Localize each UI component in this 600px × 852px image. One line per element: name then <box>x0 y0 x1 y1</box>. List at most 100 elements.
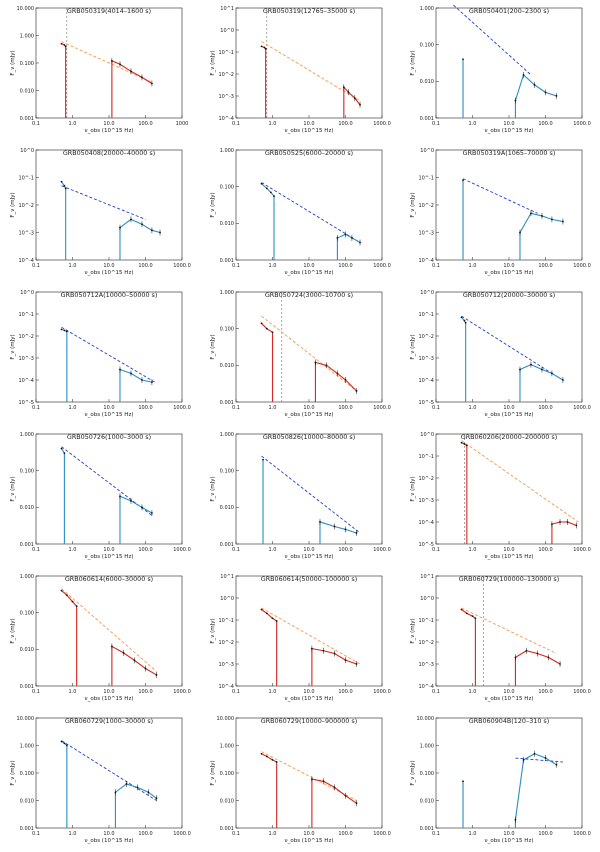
y-tick-label: 10^-4 <box>218 684 234 690</box>
plot-frame <box>35 433 183 545</box>
x-tick-label: 10.0 <box>503 689 514 695</box>
x-tick-label: 1000.0 <box>573 405 591 411</box>
y-tick-label: 10^0 <box>220 28 234 34</box>
x-axis-label: ν_obs (10^15 Hz) <box>285 554 334 560</box>
uvot-data-point <box>474 617 477 620</box>
x-tick-label: 0.1 <box>432 405 440 411</box>
y-tick-label: 10^0 <box>420 148 434 154</box>
xrt-data-point <box>359 103 361 106</box>
sed-plot: GRB050712(20000–30000 s) 0.1 1.0 10.0 100.0 1… <box>410 290 591 418</box>
x-axis-label: ν_obs (10^15 Hz) <box>485 128 534 134</box>
powerlaw-slope-line <box>261 182 361 243</box>
x-tick-label: 1.0 <box>469 689 477 695</box>
y-tick-label: 0.001 <box>220 400 234 406</box>
sed-panel: GRB050726(1000–3000 s) 0.1 1.0 10.0 100.0 100… <box>0 426 200 568</box>
xrt-data-point <box>514 99 517 102</box>
xrt-data-point <box>533 752 536 755</box>
powerlaw-slope-line <box>61 185 146 220</box>
x-axis-label: ν_obs (10^15 Hz) <box>485 554 534 560</box>
uvot-data-point <box>64 187 67 190</box>
x-tick-label: 1000.0 <box>573 263 591 269</box>
panel-title: GRB060614(6000–30000 s) <box>65 575 153 583</box>
y-tick-label: 10^-2 <box>18 334 34 340</box>
x-axis-label: ν_obs (10^15 Hz) <box>85 554 134 560</box>
x-tick-label: 0.1 <box>32 405 40 411</box>
powerlaw-slope-line <box>261 751 357 801</box>
x-tick-label: 1000.0 <box>373 405 391 411</box>
uvot-model-curve <box>461 442 468 544</box>
x-tick-label: 100.0 <box>138 689 152 695</box>
x-tick-label: 1000.0 <box>173 831 191 837</box>
x-tick-label: 10.0 <box>303 831 314 837</box>
sed-panel: GRB050319(4014–1600 s) 0.1 1.0 10.0 100.0 100… <box>0 0 200 142</box>
xrt-data-point <box>310 778 313 781</box>
y-tick-label: 0.010 <box>20 647 34 653</box>
panel-title: GRB060729(1000–30000 s) <box>65 717 153 725</box>
x-tick-label: 100.0 <box>338 689 352 695</box>
x-tick-label: 1.0 <box>469 263 477 269</box>
xrt-data-point <box>119 63 121 66</box>
y-axis-label: F_ν (mJy) <box>210 476 216 501</box>
panel-title: GRB050726(1000–3000 s) <box>67 433 151 441</box>
y-tick-label: 10^-4 <box>418 378 434 384</box>
xrt-data-point <box>333 652 336 655</box>
x-tick-label: 1.0 <box>269 831 277 837</box>
xrt-data-point <box>551 218 553 221</box>
uvot-data-point <box>63 44 66 46</box>
xrt-data-point <box>110 645 113 648</box>
uvot-data-point <box>463 443 466 445</box>
x-tick-label: 0.1 <box>432 831 440 837</box>
uvot-data-point <box>260 322 263 325</box>
powerlaw-slope-line <box>261 41 361 102</box>
y-tick-label: 10^-2 <box>418 640 434 646</box>
x-tick-label: 1000.0 <box>173 263 191 269</box>
uvot-data-point <box>273 195 275 198</box>
xrt-data-point <box>544 91 547 94</box>
plot-frame <box>35 575 183 687</box>
xrt-model-curve <box>114 783 157 828</box>
x-tick-label: 1000.0 <box>573 547 591 553</box>
powerlaw-slope-line <box>461 315 553 374</box>
sed-panel: GRB060614(6000–30000 s) 0.1 1.0 10.0 100.0 10… <box>0 568 200 710</box>
x-tick-label: 1000.0 <box>373 263 391 269</box>
x-tick-label: 1000.0 <box>373 121 391 127</box>
x-tick-label: 10.0 <box>503 547 514 553</box>
xrt-data-point <box>522 73 525 76</box>
uvot-model-curve <box>61 448 65 544</box>
powerlaw-slope-line <box>61 740 157 801</box>
y-tick-label: 0.010 <box>220 798 234 804</box>
uvot-model-curve <box>261 45 267 118</box>
x-tick-label: 10.0 <box>503 405 514 411</box>
y-tick-label: 10^-1 <box>418 454 434 460</box>
xrt-data-point <box>551 523 553 526</box>
y-tick-label: 10^-5 <box>18 400 34 406</box>
plot-frame <box>235 7 383 119</box>
y-tick-label: 10^-5 <box>418 400 434 406</box>
y-tick-label: 0.010 <box>420 79 434 85</box>
y-tick-label: 10.000 <box>17 716 35 722</box>
xrt-data-point <box>322 780 325 783</box>
y-axis-label: F_ν (mJy) <box>210 760 216 785</box>
y-tick-label: 10.000 <box>17 6 35 12</box>
y-tick-label: 10^-2 <box>418 476 434 482</box>
x-tick-label: 1000.0 <box>373 831 391 837</box>
xrt-data-point <box>114 791 117 794</box>
sed-plot: GRB050319(4014–1600 s) 0.1 1.0 10.0 100.0 100… <box>10 6 188 134</box>
xrt-data-point <box>322 649 325 652</box>
plot-frame <box>235 291 383 403</box>
x-axis-label: ν_obs (10^15 Hz) <box>485 270 534 276</box>
y-tick-label: 0.100 <box>20 771 34 777</box>
y-tick-label: 1.000 <box>220 743 234 749</box>
sed-panel: GRB050401(200–2300 s) 0.1 1.0 10.0 100.0 1000… <box>400 0 600 142</box>
xrt-data-point <box>314 361 317 364</box>
x-tick-label: 10.0 <box>103 547 114 553</box>
xrt-model-curve <box>519 364 564 402</box>
x-tick-label: 10.0 <box>303 405 314 411</box>
xrt-model-curve <box>311 778 357 828</box>
x-tick-label: 1000.0 <box>173 547 191 553</box>
uvot-data-point <box>271 617 274 620</box>
sed-plot: GRB050401(200–2300 s) 0.1 1.0 10.0 100.0 1000… <box>410 4 591 134</box>
y-tick-label: 0.010 <box>220 505 234 511</box>
xrt-data-point <box>555 763 558 766</box>
x-tick-label: 10.0 <box>303 689 314 695</box>
